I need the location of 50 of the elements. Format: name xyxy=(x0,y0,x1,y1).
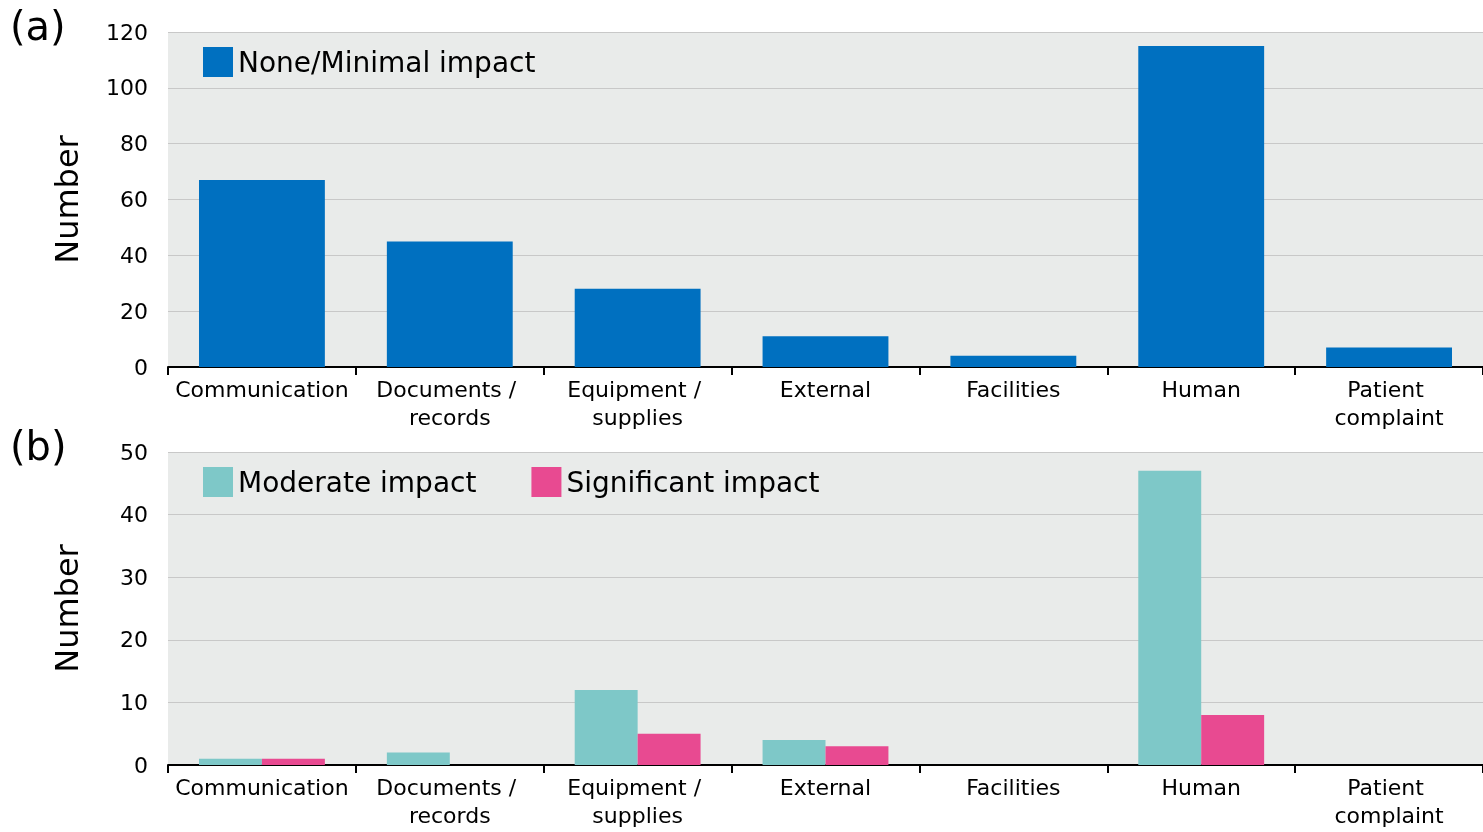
bar xyxy=(199,179,325,367)
x-tick-label: Equipment / supplies xyxy=(567,376,709,430)
bar xyxy=(950,355,1077,367)
x-tick-label: Communication xyxy=(175,376,349,402)
y-tick-label: 40 xyxy=(120,502,148,528)
bar xyxy=(574,288,701,367)
x-tick-label: Communication xyxy=(175,774,349,800)
bar xyxy=(386,752,450,765)
bar xyxy=(825,746,889,765)
x-tick-label: External xyxy=(779,376,872,402)
text: (a) xyxy=(10,3,66,49)
y-tick-label: 50 xyxy=(120,439,148,465)
legend-label: Significant impact xyxy=(566,465,820,499)
legend-label: None/Minimal impact xyxy=(238,45,536,79)
y-tick-label: 10 xyxy=(120,689,148,715)
text: (b) xyxy=(10,423,67,469)
bar xyxy=(1201,714,1265,765)
y-tick-label: 0 xyxy=(134,752,148,778)
y-tick-label: 100 xyxy=(106,75,148,101)
bar xyxy=(1326,347,1452,367)
bar xyxy=(1138,45,1265,367)
bar xyxy=(1138,470,1202,765)
x-tick-label: Patient complaint xyxy=(1334,774,1445,828)
bar xyxy=(261,758,325,765)
y-axis-title: Number xyxy=(48,543,86,673)
bar xyxy=(574,689,638,765)
y-tick-label: 40 xyxy=(120,242,148,268)
y-axis-title: Number xyxy=(48,134,86,264)
bar xyxy=(637,733,701,765)
y-tick-label: 30 xyxy=(120,564,148,590)
y-tick-label: 20 xyxy=(120,627,148,653)
x-tick-label: Facilities xyxy=(966,376,1061,402)
x-tick-label: Human xyxy=(1161,774,1241,800)
bar xyxy=(762,739,826,765)
x-tick-label: Facilities xyxy=(966,774,1061,800)
x-tick-label: Patient complaint xyxy=(1334,376,1445,430)
y-tick-label: 0 xyxy=(134,354,148,380)
x-tick-label: Documents / records xyxy=(376,774,524,828)
bar xyxy=(386,241,513,367)
x-tick-label: External xyxy=(779,774,872,800)
y-tick-label: 120 xyxy=(106,19,148,45)
x-tick-label: Human xyxy=(1161,376,1241,402)
bar xyxy=(762,336,889,367)
y-tick-label: 80 xyxy=(120,131,148,157)
x-tick-label: Documents / records xyxy=(376,376,524,430)
y-tick-label: 20 xyxy=(120,298,148,324)
x-tick-label: Equipment / supplies xyxy=(567,774,709,828)
y-tick-label: 60 xyxy=(120,187,148,212)
legend-label: Moderate impact xyxy=(238,465,477,499)
bar xyxy=(199,758,262,765)
